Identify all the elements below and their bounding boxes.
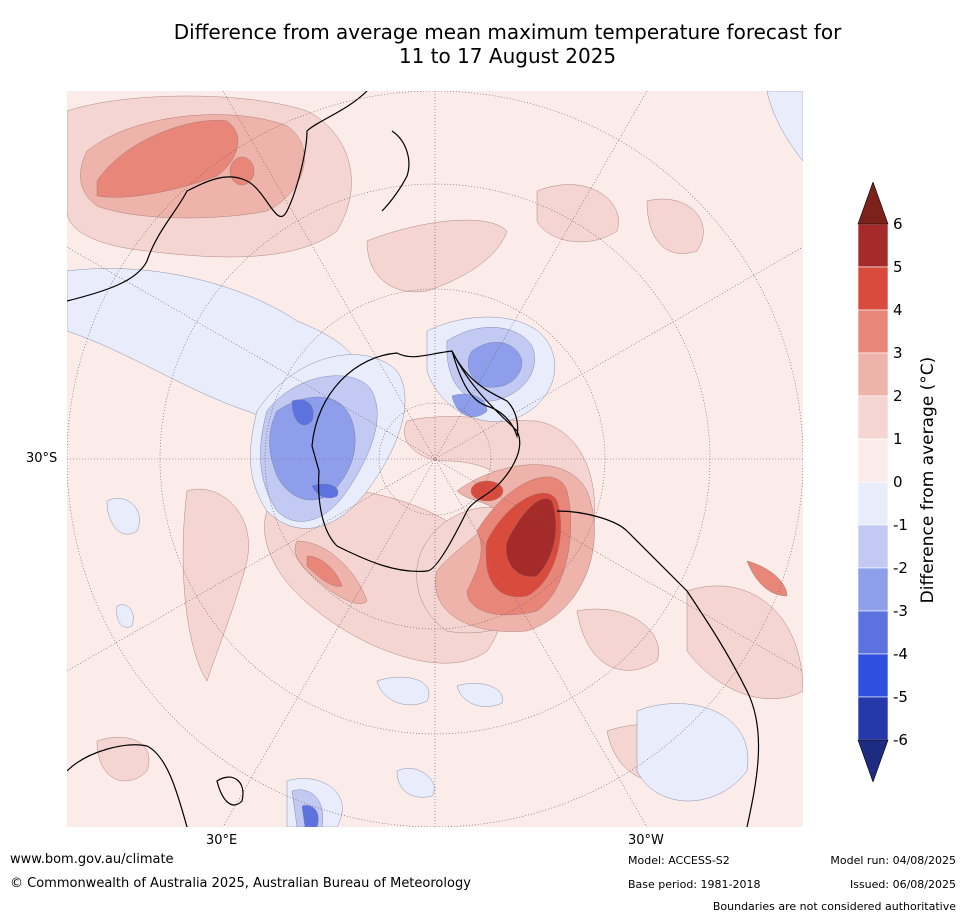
footer-model-run: Model run: 04/08/2025	[830, 854, 956, 867]
coast-south-america	[556, 510, 760, 827]
colorbar-tick-label: 3	[893, 344, 903, 362]
cool-anomaly-layer	[67, 91, 803, 827]
colorbar	[857, 182, 889, 782]
polar-temperature-map	[67, 91, 803, 827]
colorbar-segment	[857, 567, 889, 612]
warm-region-australia-core	[96, 120, 238, 198]
colorbar-segment	[857, 481, 889, 526]
colorbar-tick-label: -1	[893, 516, 908, 534]
footer-website: www.bom.gov.au/climate	[10, 852, 174, 867]
footer-copyright: © Commonwealth of Australia 2025, Austra…	[10, 876, 471, 891]
coast-australia	[67, 91, 368, 302]
colorbar-tick-label: -4	[893, 645, 908, 663]
graticule	[67, 91, 803, 827]
colorbar-label: Difference from average (°C)	[918, 356, 938, 604]
colorbar-tick-label: -5	[893, 688, 908, 706]
map-title: Difference from average mean maximum tem…	[60, 20, 955, 68]
colorbar-tick-label: -2	[893, 559, 908, 577]
colorbar-tick-label: 5	[893, 258, 903, 276]
footer-issued: Issued: 06/08/2025	[849, 878, 956, 891]
lon-label-30e: 30°E	[206, 833, 238, 848]
colorbar-tick-label: 2	[893, 387, 903, 405]
footer-base-period: Base period: 1981-2018	[628, 878, 761, 891]
colorbar-segment	[857, 223, 889, 268]
colorbar-tick-label: 6	[893, 215, 903, 233]
footer-disclaimer: Boundaries are not considered authoritat…	[712, 900, 956, 913]
title-line-2: 11 to 17 August 2025	[398, 44, 617, 68]
colorbar-segment	[857, 610, 889, 655]
coastlines	[67, 91, 760, 827]
warm-region-midlat	[366, 219, 508, 293]
colorbar-segment	[857, 696, 889, 741]
colorbar-tick-label: -6	[893, 731, 908, 749]
colorbar-segments	[857, 223, 889, 741]
colorbar-segment	[857, 266, 889, 311]
title-line-1: Difference from average mean maximum tem…	[173, 20, 842, 44]
colorbar-tick-label: -3	[893, 602, 908, 620]
colorbar-extend-over	[857, 182, 889, 225]
lon-label-30w: 30°W	[628, 833, 664, 848]
coast-antarctica	[311, 350, 521, 573]
coast-antarctic-peninsula	[451, 350, 519, 439]
colorbar-segment	[857, 438, 889, 483]
colorbar-segment	[857, 395, 889, 440]
colorbar-segment	[857, 653, 889, 698]
colorbar-tick-label: 0	[893, 473, 903, 491]
colorbar-segment	[857, 524, 889, 569]
colorbar-tick-label: 4	[893, 301, 903, 319]
coast-new-zealand	[381, 130, 410, 212]
lat-label-30s: 30°S	[26, 451, 58, 466]
colorbar-segment	[857, 309, 889, 354]
coast-africa	[67, 744, 188, 827]
colorbar-tick-label: 1	[893, 430, 903, 448]
footer-model: Model: ACCESS-S2	[628, 854, 730, 867]
coast-madagascar	[216, 776, 244, 806]
colorbar-segment	[857, 352, 889, 397]
colorbar-extend-under	[857, 739, 889, 782]
